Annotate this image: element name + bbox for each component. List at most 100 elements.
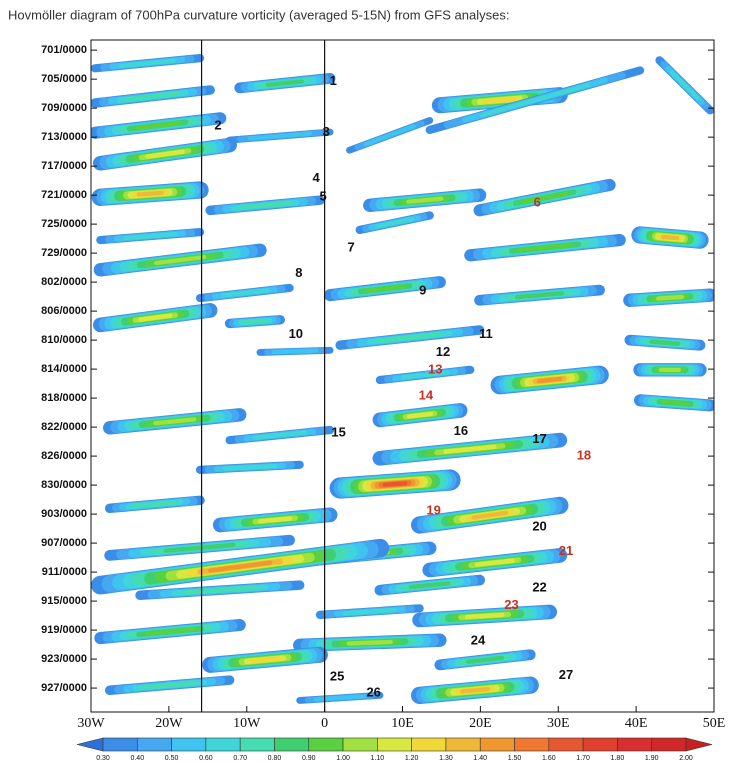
colorbar-label: 1.50 bbox=[508, 755, 522, 762]
colorbar-label: 1.90 bbox=[645, 755, 659, 762]
annotation: 26 bbox=[366, 685, 380, 700]
x-tick-label: 20E bbox=[469, 716, 492, 731]
x-tick-label: 10W bbox=[233, 716, 261, 731]
y-tick-label: 729/0000 bbox=[41, 247, 87, 259]
y-tick-label: 725/0000 bbox=[41, 218, 87, 230]
annotation: 11 bbox=[479, 326, 493, 341]
annotation: 2 bbox=[214, 118, 221, 133]
y-tick-label: 923/0000 bbox=[41, 653, 87, 665]
contour-band bbox=[514, 291, 565, 300]
colorbar-box bbox=[102, 737, 138, 752]
y-tick-label: 717/0000 bbox=[41, 160, 87, 172]
contour-band bbox=[408, 581, 451, 590]
contour-band bbox=[660, 234, 680, 241]
annotation: 19 bbox=[426, 503, 440, 518]
y-tick-label: 705/0000 bbox=[41, 73, 87, 85]
y-tick-label: 830/0000 bbox=[41, 479, 87, 491]
contour-band bbox=[464, 612, 505, 620]
chart-title: Hovmöller diagram of 700hPa curvature vo… bbox=[8, 7, 509, 22]
colorbar-box bbox=[239, 737, 275, 752]
colorbar-label: 1.30 bbox=[439, 755, 453, 762]
contour-band bbox=[265, 79, 304, 88]
colorbar-label: 1.00 bbox=[336, 755, 350, 762]
contour-band bbox=[669, 70, 700, 100]
y-tick-label: 903/0000 bbox=[41, 508, 87, 520]
contour-band bbox=[258, 516, 293, 524]
colorbar-box bbox=[617, 737, 653, 752]
colorbar-box bbox=[342, 737, 378, 752]
colorbar-label: 0.50 bbox=[165, 755, 179, 762]
contour-band bbox=[249, 656, 281, 664]
colorbar-box bbox=[171, 737, 207, 752]
colorbar-box bbox=[205, 737, 241, 752]
colorbar-box bbox=[479, 737, 515, 752]
contour-band bbox=[133, 500, 177, 509]
contour-band bbox=[208, 560, 273, 573]
colorbar-box bbox=[514, 737, 550, 752]
contour-band bbox=[406, 196, 444, 204]
contour-band bbox=[271, 348, 319, 355]
annotation: 25 bbox=[330, 669, 344, 684]
colorbar-box bbox=[445, 737, 481, 752]
x-tick-label: 30E bbox=[547, 716, 570, 731]
annotation: 13 bbox=[428, 361, 442, 376]
contour-band bbox=[123, 231, 178, 241]
contour-band bbox=[375, 216, 415, 229]
annotation: 20 bbox=[532, 519, 546, 534]
contour-band bbox=[119, 58, 176, 68]
colorbar-box bbox=[548, 737, 584, 752]
contour-band bbox=[346, 639, 393, 646]
y-tick-label: 713/0000 bbox=[41, 131, 87, 143]
contour-band bbox=[517, 243, 573, 253]
contour-band bbox=[465, 655, 505, 664]
contour-band bbox=[363, 124, 416, 147]
contour-band bbox=[536, 376, 563, 384]
contour-band bbox=[125, 91, 180, 102]
contour-band bbox=[145, 149, 185, 159]
colorbar-label: 1.40 bbox=[473, 755, 487, 762]
annotation: 16 bbox=[454, 423, 468, 438]
colorbar-label: 0.30 bbox=[96, 755, 110, 762]
annotation: 4 bbox=[312, 170, 320, 185]
annotation: 6 bbox=[534, 195, 541, 210]
y-tick-label: 701/0000 bbox=[41, 44, 87, 56]
x-tick-label: 0 bbox=[321, 716, 328, 731]
annotation: 12 bbox=[436, 344, 450, 359]
annotation: 21 bbox=[559, 543, 573, 558]
colorbar-box bbox=[136, 737, 172, 752]
colorbar-label: 0.90 bbox=[302, 755, 316, 762]
contour-band bbox=[364, 284, 406, 293]
contour-band bbox=[520, 191, 569, 205]
contour-band bbox=[153, 417, 197, 426]
annotation: 23 bbox=[504, 597, 518, 612]
annotation: 18 bbox=[577, 448, 591, 463]
contour-band bbox=[154, 254, 207, 266]
colorbar-box bbox=[582, 737, 618, 752]
colorbar-arrow bbox=[685, 737, 713, 752]
contour-band bbox=[222, 463, 277, 471]
colorbar-box bbox=[377, 737, 412, 752]
colorbar-box bbox=[274, 737, 310, 752]
annotation: 10 bbox=[289, 326, 303, 341]
contour-band bbox=[661, 399, 689, 406]
contour-band bbox=[183, 585, 257, 595]
contour-band bbox=[406, 411, 434, 419]
contour-band bbox=[134, 120, 181, 131]
annotation: 3 bbox=[323, 124, 330, 139]
contour-band bbox=[138, 313, 173, 322]
y-tick-label: 822/0000 bbox=[41, 421, 87, 433]
colorbar-label: 1.20 bbox=[405, 755, 419, 762]
contour-band bbox=[141, 680, 198, 690]
contour-band bbox=[400, 370, 450, 380]
colorbar-label: 0.60 bbox=[199, 755, 213, 762]
colorbar-box bbox=[411, 737, 447, 752]
colorbar-label: 1.70 bbox=[576, 755, 590, 762]
y-tick-label: 826/0000 bbox=[41, 450, 87, 462]
contour-band bbox=[655, 294, 685, 301]
contour-band bbox=[163, 542, 236, 553]
contour-band bbox=[377, 332, 442, 343]
annotation: 7 bbox=[347, 239, 354, 254]
annotation: 1 bbox=[330, 73, 337, 88]
plot-area bbox=[91, 54, 714, 704]
